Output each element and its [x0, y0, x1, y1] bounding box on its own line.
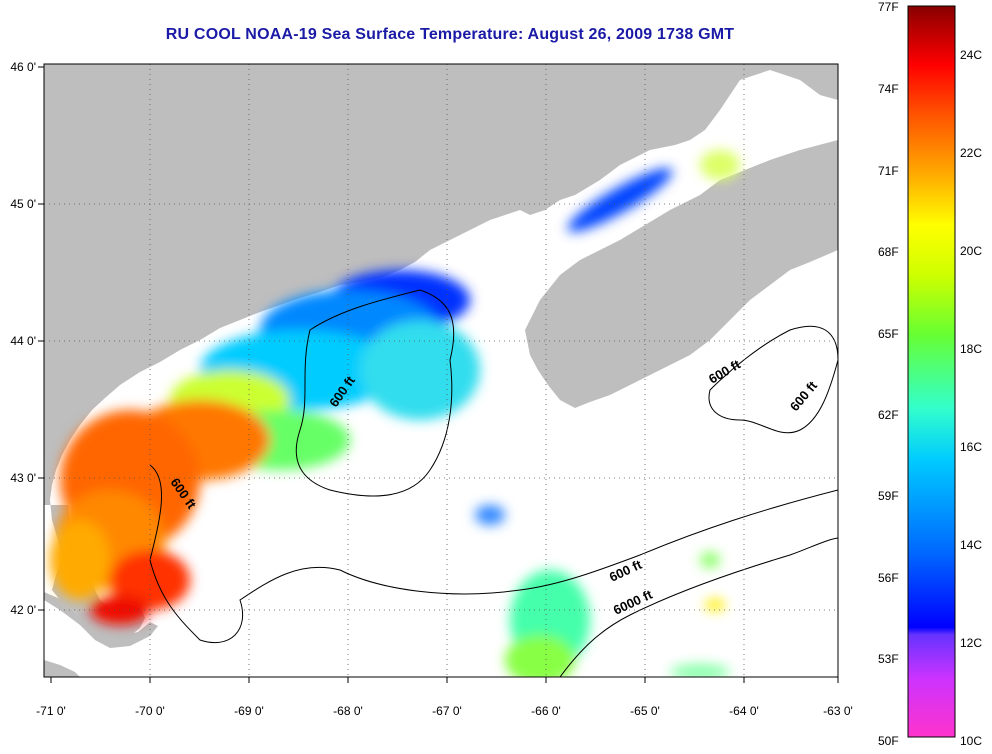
colorbar-c-label: 16C	[960, 440, 982, 454]
cape-cod-land	[44, 592, 158, 648]
colorbar-c-label: 12C	[960, 636, 982, 650]
bathymetry-contours	[149, 289, 838, 677]
nova-scotia-land	[525, 140, 838, 408]
colorbar-c-label: 18C	[960, 342, 982, 356]
lat-tick-label: 42 0'	[10, 603, 36, 617]
map-title: RU COOL NOAA-19 Sea Surface Temperature:…	[165, 26, 735, 43]
islands-south-land	[44, 660, 80, 677]
lat-tick-label: 46 0'	[10, 60, 36, 74]
plot-frame	[43, 63, 839, 678]
lat-tick-label: 45 0'	[10, 197, 36, 211]
lon-tick-label: -70 0'	[135, 704, 165, 718]
lon-tick-label: -69 0'	[234, 704, 264, 718]
colorbar-c-label: 14C	[960, 538, 982, 552]
lon-tick-label: -64 0'	[729, 704, 759, 718]
colorbar-f-label: 62F	[878, 408, 899, 422]
lon-tick-label: -66 0'	[531, 704, 561, 718]
colorbar: 77F 74F 71F 68F 65F 62F 59F 56F 53F 50F …	[878, 0, 982, 748]
colorbar-c-label: 10C	[960, 734, 982, 748]
lon-tick-label: -71 0'	[36, 704, 66, 718]
colorbar-f-label: 56F	[878, 571, 899, 585]
colorbar-f-label: 68F	[878, 245, 899, 259]
graticule	[44, 64, 838, 677]
tick-marks	[38, 66, 839, 683]
mainland-land	[44, 64, 838, 640]
lon-tick-label: -63 0'	[823, 704, 853, 718]
colorbar-f-label: 71F	[878, 164, 899, 178]
colorbar-c-label: 22C	[960, 146, 982, 160]
colorbar-f-label: 53F	[878, 652, 899, 666]
colorbar-f-label: 50F	[878, 734, 899, 748]
lon-tick-label: -67 0'	[432, 704, 462, 718]
lon-tick-label: -65 0'	[630, 704, 660, 718]
land-layer	[44, 64, 838, 677]
colorbar-c-label: 24C	[960, 48, 982, 62]
lat-tick-label: 43 0'	[10, 471, 36, 485]
colorbar-gradient	[907, 5, 956, 738]
contour-6000ft	[559, 537, 838, 677]
colorbar-f-label: 74F	[878, 82, 899, 96]
lat-axis: 46 0' 45 0' 44 0' 43 0' 42 0'	[10, 60, 36, 617]
colorbar-f-label: 77F	[878, 0, 899, 14]
colorbar-f-label: 59F	[878, 489, 899, 503]
lat-tick-label: 44 0'	[10, 334, 36, 348]
lon-axis: -71 0' -70 0' -69 0' -68 0' -67 0' -66 0…	[36, 704, 853, 718]
contour-600ft-gulf	[149, 464, 838, 644]
colorbar-f-label: 65F	[878, 327, 899, 341]
lon-tick-label: -68 0'	[333, 704, 363, 718]
contour-600ft-ns	[708, 325, 838, 434]
colorbar-c-label: 20C	[960, 244, 982, 258]
contour-600ft-basin	[295, 289, 455, 497]
